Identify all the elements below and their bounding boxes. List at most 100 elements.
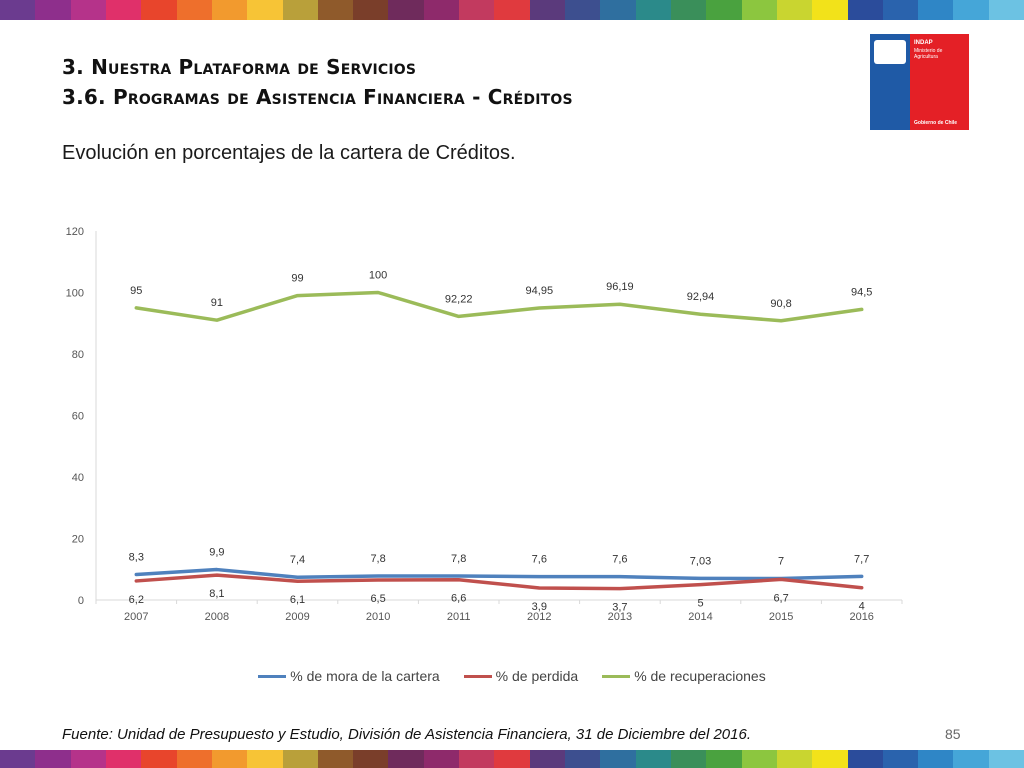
- x-tick-label: 2007: [124, 611, 148, 623]
- stripe-segment: [247, 0, 283, 20]
- data-label: 8,3: [129, 551, 144, 563]
- data-label: 7,03: [690, 555, 711, 567]
- stripe-segment: [423, 0, 460, 20]
- stripe-segment: [529, 750, 565, 768]
- stripe-segment: [176, 0, 212, 20]
- stripe-segment: [353, 0, 389, 20]
- data-label: 95: [130, 285, 142, 297]
- logo-blue-panel: [870, 34, 910, 130]
- data-label: 6,6: [451, 593, 466, 605]
- data-label: 7,4: [290, 554, 305, 566]
- stripe-segment: [70, 750, 106, 768]
- slide-subtitle: Evolución en porcentajes de la cartera d…: [62, 142, 516, 164]
- data-label: 100: [369, 270, 387, 282]
- stripe-segment: [423, 750, 460, 768]
- slide-title: 3. Nuestra Plataforma de Servicios 3.6. …: [62, 52, 573, 112]
- data-label: 6,2: [129, 594, 144, 606]
- stripe-segment: [953, 750, 989, 768]
- series-line-2: [134, 290, 864, 323]
- x-tick-label: 2016: [849, 611, 873, 623]
- data-label: 3,7: [612, 602, 627, 614]
- stripe-segment: [282, 0, 318, 20]
- stripe-segment: [918, 0, 954, 20]
- x-tick-label: 2010: [366, 611, 390, 623]
- stripe-segment: [635, 0, 671, 20]
- stripe-segment: [635, 750, 671, 768]
- stripe-segment: [317, 0, 354, 20]
- data-label: 99: [291, 273, 303, 285]
- top-color-stripe: [0, 0, 1024, 20]
- data-label: 7: [778, 555, 784, 567]
- y-tick-label: 0: [78, 595, 84, 607]
- data-label: 4: [859, 601, 865, 613]
- bottom-color-stripe: [0, 750, 1024, 768]
- data-label: 94,95: [526, 285, 554, 297]
- stripe-segment: [776, 750, 813, 768]
- title-line-1: 3. Nuestra Plataforma de Servicios: [62, 55, 417, 79]
- data-label: 9,9: [209, 547, 224, 559]
- stripe-segment: [388, 750, 424, 768]
- x-tick-label: 2012: [527, 611, 551, 623]
- y-tick-label: 20: [72, 534, 84, 546]
- stripe-segment: [529, 0, 565, 20]
- logo-government: Gobierno de Chile: [914, 120, 958, 126]
- stripe-segment: [600, 750, 636, 768]
- logo-brand: INDAP: [914, 40, 933, 46]
- stripe-segment: [565, 0, 601, 20]
- stripe-segment: [670, 750, 707, 768]
- indap-logo: INDAP Ministerio de Agricultura Gobierno…: [870, 34, 969, 130]
- data-label: 90,8: [770, 298, 791, 310]
- x-tick-label: 2015: [769, 611, 793, 623]
- stripe-segment: [988, 0, 1024, 20]
- stripe-segment: [176, 750, 212, 768]
- stripe-segment: [741, 750, 777, 768]
- stripe-segment: [141, 750, 177, 768]
- logo-red-panel: INDAP Ministerio de Agricultura Gobierno…: [910, 34, 969, 130]
- stripe-segment: [494, 750, 530, 768]
- source-note: Fuente: Unidad de Presupuesto y Estudio,…: [62, 726, 751, 743]
- legend-item: % de perdida: [463, 668, 579, 684]
- stripe-segment: [494, 0, 530, 20]
- stripe-segment: [847, 0, 883, 20]
- data-label: 7,8: [370, 553, 385, 565]
- stripe-segment: [741, 0, 777, 20]
- stripe-segment: [353, 750, 389, 768]
- data-label: 7,7: [854, 553, 869, 565]
- series-line-1: [134, 573, 864, 591]
- data-label: 6,5: [370, 593, 385, 605]
- chart-legend: % de mora de la cartera % de perdida % de …: [0, 668, 1024, 684]
- title-line-2: 3.6. Programas de Asistencia Financiera …: [62, 85, 573, 109]
- stripe-segment: [776, 0, 813, 20]
- stripe-segment: [0, 750, 36, 768]
- stripe-segment: [247, 750, 283, 768]
- x-tick-label: 2014: [688, 611, 712, 623]
- data-label: 7,6: [612, 554, 627, 566]
- stripe-segment: [211, 0, 248, 20]
- x-tick-label: 2013: [608, 611, 632, 623]
- stripe-segment: [35, 750, 71, 768]
- stripe-segment: [706, 750, 742, 768]
- stripe-segment: [459, 750, 495, 768]
- page-number: 85: [945, 726, 961, 742]
- data-label: 7,8: [451, 553, 466, 565]
- data-label: 5: [697, 598, 703, 610]
- stripe-segment: [35, 0, 71, 20]
- stripe-segment: [282, 750, 318, 768]
- legend-label: % de perdida: [495, 668, 579, 684]
- stripe-segment: [388, 0, 424, 20]
- legend-label: % de mora de la cartera: [290, 668, 440, 684]
- data-label: 6,7: [773, 592, 788, 604]
- stripe-segment: [882, 0, 919, 20]
- line-chart: 0 20 40 60 80 100 120 2007 2008 2009 2010 2011 2012 2…: [66, 226, 903, 623]
- stripe-segment: [812, 0, 848, 20]
- stripe-segment: [706, 0, 742, 20]
- legend-item: % de recuperaciones: [602, 668, 766, 684]
- legend-item: % de mora de la cartera: [258, 668, 440, 684]
- data-label: 3,9: [532, 601, 547, 613]
- legend-swatch: [258, 674, 287, 678]
- x-tick-label: 2011: [447, 611, 471, 623]
- series-line-0: [134, 567, 864, 581]
- data-label: 7,6: [532, 554, 547, 566]
- stripe-segment: [988, 750, 1024, 768]
- y-tick-label: 120: [66, 226, 84, 238]
